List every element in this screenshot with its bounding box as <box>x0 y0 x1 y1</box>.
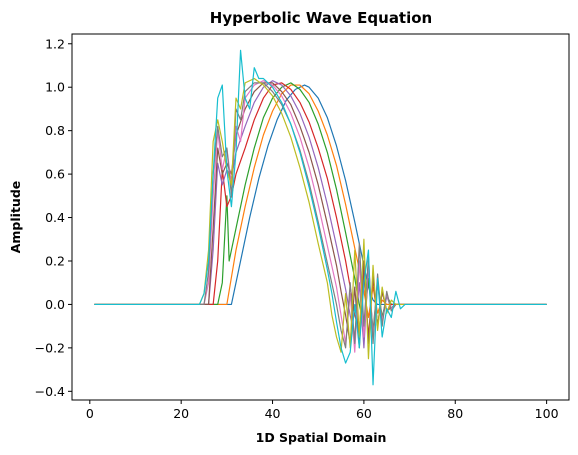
x-tick-label: 0 <box>86 406 94 421</box>
x-tick-label: 40 <box>265 406 281 421</box>
series-line-10 <box>94 49 547 386</box>
y-tick-label: 0.0 <box>45 297 65 312</box>
y-tick-label: 0.2 <box>45 253 65 268</box>
series-line-1 <box>94 84 547 306</box>
y-tick-label: −0.2 <box>35 340 65 355</box>
y-tick-label: 1.2 <box>45 36 65 51</box>
x-tick-label: 80 <box>447 406 463 421</box>
x-axis-title: 1D Spatial Domain <box>256 430 387 445</box>
chart-title: Hyperbolic Wave Equation <box>210 9 432 27</box>
series-line-9 <box>94 77 547 360</box>
y-axis-title: Amplitude <box>8 181 23 254</box>
plot-frame <box>71 33 570 401</box>
x-tick-label: 20 <box>173 406 189 421</box>
y-tick-label: 0.8 <box>45 123 65 138</box>
plot-lines <box>94 49 547 386</box>
y-tick-label: 1.0 <box>45 80 65 95</box>
y-tick-label: −0.4 <box>35 384 65 399</box>
x-axis-ticks: 0 20 40 60 80 100 <box>86 400 559 421</box>
x-tick-label: 60 <box>356 406 372 421</box>
x-tick-label: 100 <box>535 406 559 421</box>
y-tick-label: 0.4 <box>45 210 65 225</box>
y-tick-label: 0.6 <box>45 167 65 182</box>
y-axis-ticks: −0.4 −0.2 0.0 0.2 0.4 0.6 0.8 1.0 1.2 <box>35 36 72 399</box>
